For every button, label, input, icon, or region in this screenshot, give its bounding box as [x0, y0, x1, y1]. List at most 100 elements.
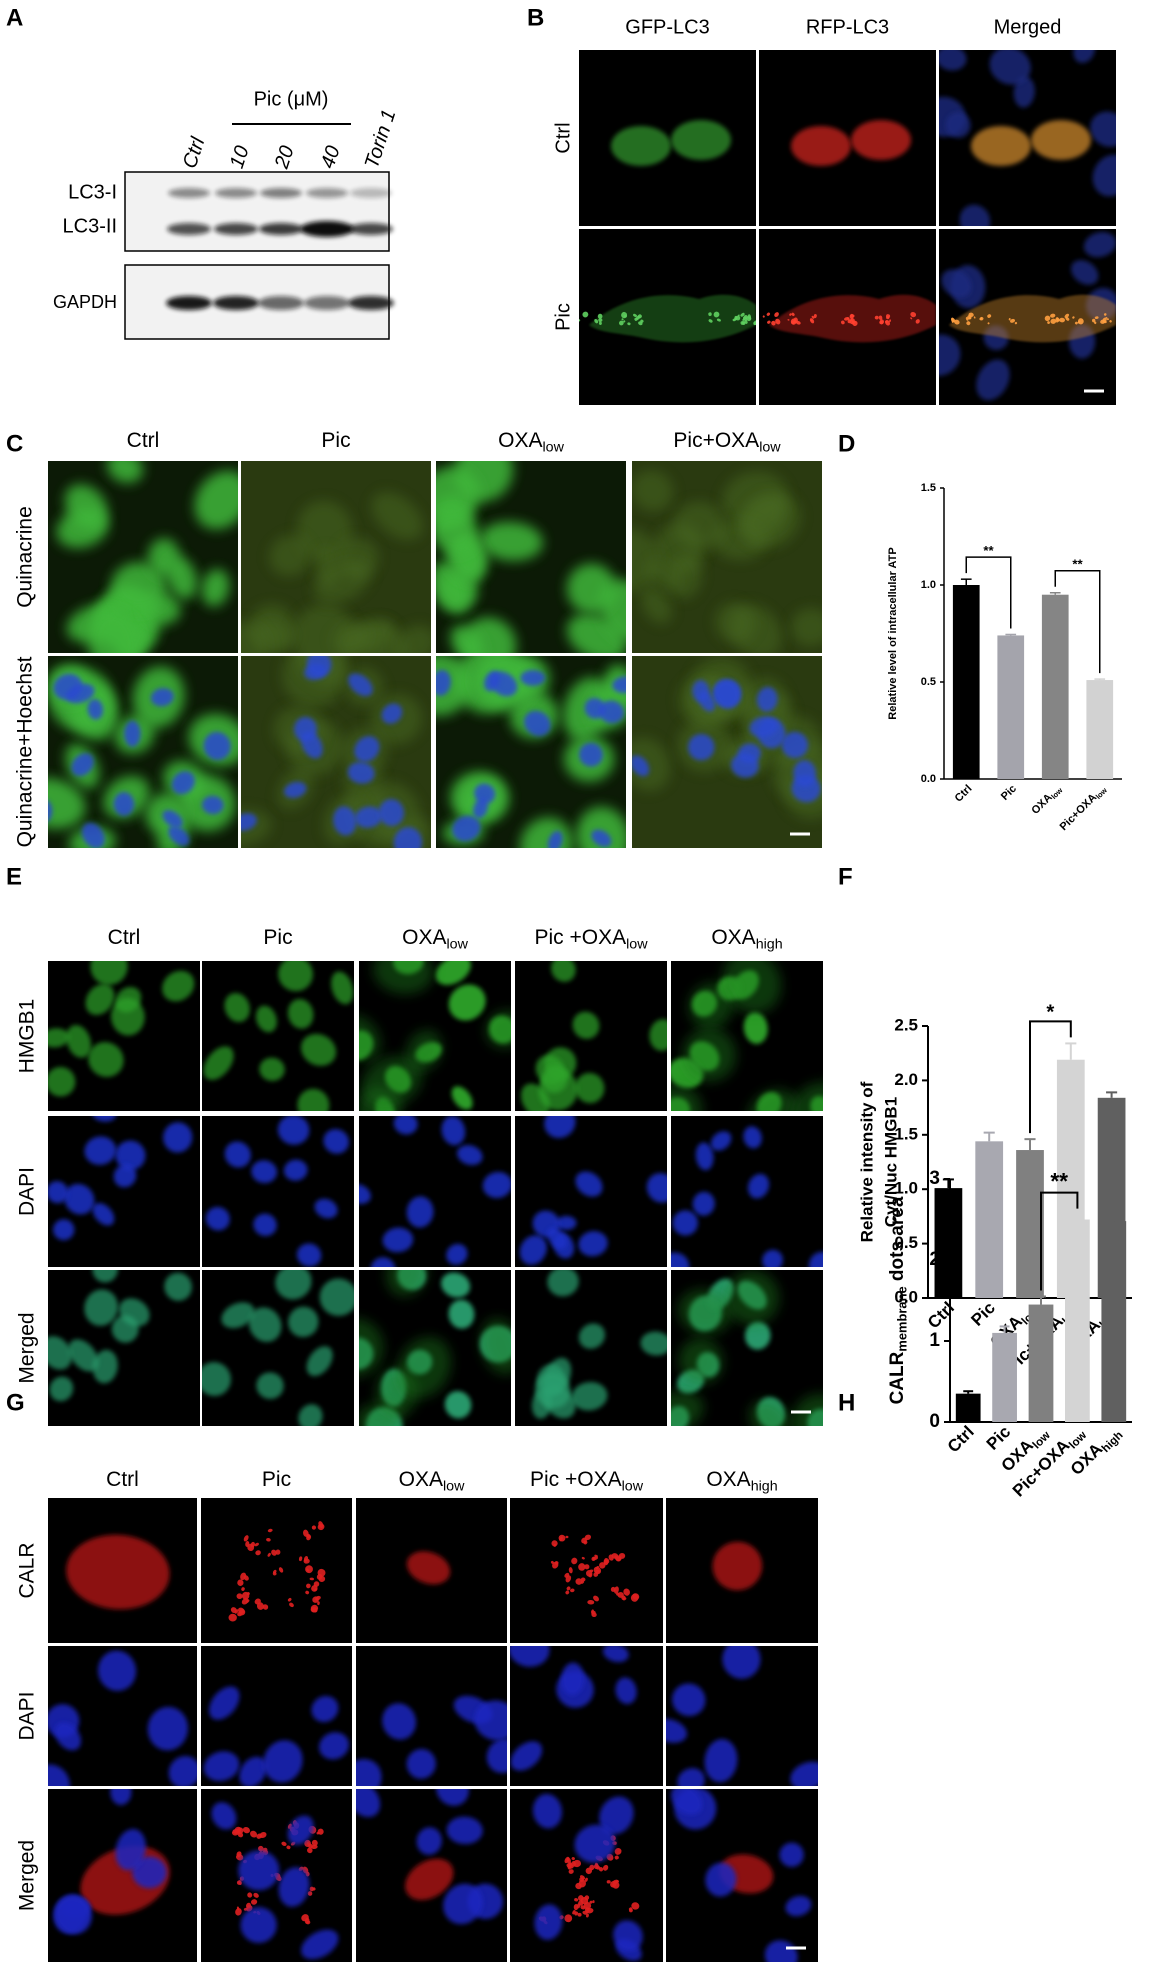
- cell: [566, 1586, 571, 1591]
- cell: [446, 1243, 468, 1265]
- cell: [66, 1024, 92, 1058]
- cell: [406, 1029, 442, 1072]
- cell: [989, 50, 1031, 85]
- band-label: GAPDH: [53, 292, 117, 312]
- y-axis-title-sub: membrane: [895, 1286, 910, 1351]
- column-label: OXAhigh: [711, 926, 782, 953]
- cell: [598, 700, 625, 724]
- cell: [278, 1567, 284, 1573]
- cell: [307, 1847, 313, 1854]
- cell: [479, 521, 543, 561]
- cell: [565, 1590, 570, 1595]
- cell: [236, 1851, 242, 1857]
- cell: [584, 1564, 590, 1570]
- cell: [300, 1033, 337, 1066]
- cell: [396, 1336, 452, 1399]
- cell: [171, 771, 195, 795]
- cell: [301, 1929, 339, 1960]
- column-label: OXAlow: [498, 429, 564, 456]
- micrograph: [48, 1270, 200, 1426]
- cell: [740, 321, 745, 325]
- cell: [599, 1796, 634, 1835]
- cell: [250, 1830, 258, 1838]
- cell: [578, 1900, 584, 1906]
- cell: [672, 1683, 706, 1717]
- cell: [791, 126, 851, 166]
- cell: [614, 1855, 619, 1860]
- cell: [311, 1609, 318, 1613]
- micrograph: [666, 1498, 818, 1643]
- cell: [405, 1858, 454, 1901]
- cell: [739, 494, 787, 543]
- cell: [480, 1318, 511, 1375]
- cell: [564, 1914, 573, 1923]
- cell: [441, 1116, 466, 1146]
- column-label-text: OXA: [706, 1468, 750, 1491]
- cell: [631, 1902, 640, 1910]
- row-label: DAPI: [16, 1167, 39, 1216]
- micrograph: [510, 1789, 663, 1962]
- bar: [1086, 680, 1114, 779]
- cell: [224, 1141, 251, 1168]
- micrograph: [436, 461, 626, 653]
- blot-band: [304, 296, 350, 310]
- y-tick-label: 3: [929, 1168, 940, 1189]
- cell: [611, 126, 671, 166]
- cell: [66, 1534, 170, 1610]
- cell: [461, 617, 517, 653]
- cell: [1077, 320, 1081, 324]
- micrograph: [241, 656, 431, 848]
- cell: [485, 1010, 511, 1049]
- cell: [850, 314, 855, 318]
- cell: [255, 1005, 277, 1033]
- bar: [992, 1332, 1017, 1422]
- cell: [393, 1116, 418, 1135]
- cell: [482, 1171, 511, 1199]
- cell: [704, 1738, 738, 1783]
- cell: [306, 1346, 333, 1377]
- cell: [92, 1349, 118, 1384]
- cell: [489, 671, 518, 697]
- cell: [621, 311, 628, 319]
- cell: [547, 830, 563, 848]
- cell: [266, 1537, 271, 1542]
- cell: [1071, 260, 1099, 285]
- cell: [236, 1827, 244, 1835]
- cell: [1050, 313, 1056, 318]
- micrograph: [356, 1498, 507, 1643]
- cell: [238, 1850, 280, 1891]
- cell: [552, 1561, 559, 1569]
- column-label: Ctrl: [127, 429, 160, 452]
- cell: [49, 1376, 74, 1402]
- blot-band: [350, 188, 392, 198]
- cell: [318, 1732, 350, 1760]
- cell: [716, 318, 721, 322]
- micrograph: [579, 229, 756, 405]
- cell: [1106, 318, 1110, 321]
- micrograph: [356, 1789, 507, 1962]
- cell: [591, 1556, 596, 1561]
- cell: [298, 1556, 303, 1562]
- cell: [234, 1609, 239, 1614]
- row-label: Ctrl: [552, 122, 574, 153]
- cell: [241, 1598, 249, 1605]
- cell: [307, 1891, 313, 1896]
- significance-bracket: [965, 556, 1012, 629]
- cell: [756, 686, 778, 712]
- blot-band: [166, 296, 212, 310]
- bar: [1101, 1221, 1127, 1422]
- column-label-sub: low: [443, 1478, 465, 1494]
- cell: [54, 1722, 82, 1751]
- cell: [649, 1019, 667, 1051]
- row-label: Pic: [552, 303, 574, 331]
- cell: [575, 1171, 603, 1197]
- cell: [621, 318, 624, 321]
- cell: [577, 1912, 582, 1917]
- cell: [319, 1278, 354, 1316]
- cell: [283, 1159, 308, 1181]
- cell: [255, 1550, 261, 1556]
- cell: [88, 1042, 124, 1078]
- cell: [313, 560, 371, 604]
- column-label-text: OXA: [399, 1468, 443, 1491]
- bar: [955, 1393, 981, 1422]
